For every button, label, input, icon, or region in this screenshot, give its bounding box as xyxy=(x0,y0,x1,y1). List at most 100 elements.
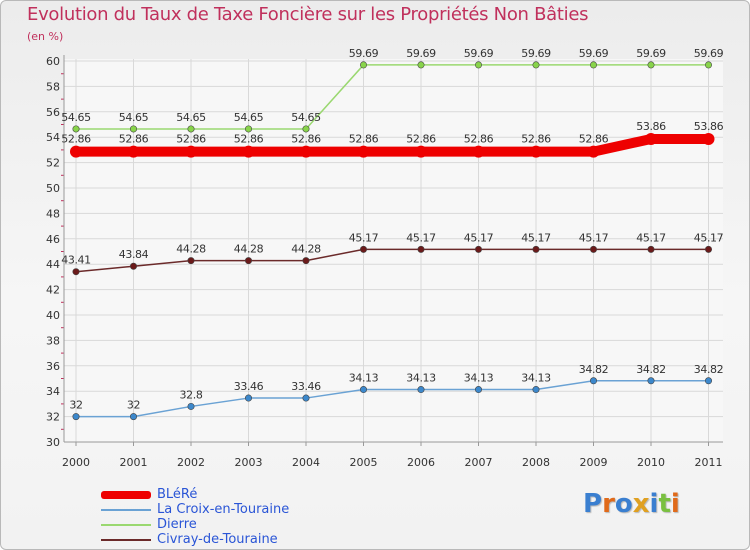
data-label-blere: 52.86 xyxy=(521,133,551,146)
legend-swatch xyxy=(101,524,151,526)
data-point-dierre xyxy=(532,61,540,69)
y-tick-label: 50 xyxy=(46,182,60,195)
data-label-la-croix-en-touraine: 34.82 xyxy=(579,363,609,376)
data-point-la-croix-en-touraine xyxy=(589,377,597,385)
data-label-dierre: 54.65 xyxy=(119,111,149,124)
x-tick-label: 2001 xyxy=(120,456,148,469)
unit-label: (en %) xyxy=(27,30,64,43)
x-tick-label: 2004 xyxy=(292,456,320,469)
data-label-la-croix-en-touraine: 32.8 xyxy=(180,388,203,401)
y-tick-label: 36 xyxy=(46,360,60,373)
data-label-civray-de-touraine: 44.28 xyxy=(234,243,264,256)
data-label-civray-de-touraine: 45.17 xyxy=(349,231,379,244)
data-point-dierre xyxy=(474,61,482,69)
data-label-civray-de-touraine: 43.41 xyxy=(61,254,91,267)
data-label-dierre: 59.69 xyxy=(406,47,436,60)
x-tick-label: 2005 xyxy=(350,456,378,469)
data-point-dierre xyxy=(704,61,712,69)
y-tick-label: 58 xyxy=(46,80,60,93)
data-label-blere: 52.86 xyxy=(291,133,321,146)
data-point-la-croix-en-touraine xyxy=(302,394,310,402)
legend-swatch xyxy=(101,491,151,499)
y-tick-label: 48 xyxy=(46,207,60,220)
data-point-blere xyxy=(415,145,427,158)
data-label-dierre: 54.65 xyxy=(234,111,264,124)
data-label-la-croix-en-touraine: 34.13 xyxy=(521,372,551,385)
x-tick-label: 2009 xyxy=(580,456,608,469)
data-label-blere: 52.86 xyxy=(176,133,206,146)
data-point-civray-de-touraine xyxy=(417,245,425,253)
data-point-blere xyxy=(587,145,600,158)
data-point-civray-de-touraine xyxy=(245,257,253,265)
x-tick-label: 2007 xyxy=(465,456,493,469)
y-tick-label: 52 xyxy=(46,157,60,170)
series-line-dierre xyxy=(75,64,710,130)
legend-item: Civray-de-Touraine xyxy=(101,532,361,547)
data-point-dierre xyxy=(245,125,253,133)
logo-letter: o xyxy=(614,489,633,519)
legend: BLéRé La Croix-en-Touraine Dierre Civray-de… xyxy=(101,487,361,547)
data-label-la-croix-en-touraine: 32 xyxy=(69,399,82,412)
data-label-la-croix-en-touraine: 33.46 xyxy=(291,380,321,393)
data-label-blere: 52.86 xyxy=(349,133,379,146)
data-label-civray-de-touraine: 44.28 xyxy=(176,243,206,256)
data-label-civray-de-touraine: 44.28 xyxy=(291,243,321,256)
data-label-civray-de-touraine: 45.17 xyxy=(636,231,666,244)
data-point-la-croix-en-touraine xyxy=(417,386,425,394)
y-tick-label: 56 xyxy=(46,106,60,119)
data-point-dierre xyxy=(417,61,425,69)
data-label-dierre: 59.69 xyxy=(579,47,609,60)
data-label-dierre: 59.69 xyxy=(521,47,551,60)
legend-swatch xyxy=(101,509,151,511)
data-point-civray-de-touraine xyxy=(704,245,712,253)
plot-area xyxy=(64,59,723,442)
data-point-civray-de-touraine xyxy=(359,245,367,253)
data-label-dierre: 59.69 xyxy=(694,47,724,60)
data-label-dierre: 54.65 xyxy=(291,111,321,124)
y-tick-label: 40 xyxy=(46,309,60,322)
x-tick-label: 2002 xyxy=(177,456,205,469)
y-tick-label: 60 xyxy=(46,55,60,68)
data-point-la-croix-en-touraine xyxy=(474,386,482,394)
x-tick-label: 2008 xyxy=(522,456,550,469)
data-point-dierre xyxy=(589,61,597,69)
y-tick-label: 46 xyxy=(46,233,60,246)
data-point-dierre xyxy=(359,61,367,69)
data-label-dierre: 59.69 xyxy=(464,47,494,60)
data-label-civray-de-touraine: 43.84 xyxy=(119,248,149,261)
data-label-civray-de-touraine: 45.17 xyxy=(406,231,436,244)
x-tick-label: 2011 xyxy=(695,456,723,469)
proxiti-logo: Proxiti xyxy=(583,489,680,519)
logo-letter: i xyxy=(670,489,680,519)
y-tick-label: 42 xyxy=(46,284,60,297)
data-point-la-croix-en-touraine xyxy=(245,394,253,402)
data-point-la-croix-en-touraine xyxy=(359,386,367,394)
data-point-blere xyxy=(127,145,140,158)
data-point-dierre xyxy=(302,125,310,133)
data-label-blere: 53.86 xyxy=(636,120,666,133)
series-line-la-croix-en-touraine xyxy=(75,380,710,418)
data-point-civray-de-touraine xyxy=(302,257,310,265)
data-point-civray-de-touraine xyxy=(474,245,482,253)
data-point-la-croix-en-touraine xyxy=(647,377,655,385)
x-tick-label: 2006 xyxy=(407,456,435,469)
data-point-blere xyxy=(300,145,312,158)
data-point-blere xyxy=(702,132,715,145)
y-tick-label: 32 xyxy=(46,411,60,424)
data-point-blere xyxy=(70,145,82,158)
data-point-civray-de-touraine xyxy=(187,257,195,265)
data-point-la-croix-en-touraine xyxy=(704,377,712,385)
data-point-la-croix-en-touraine xyxy=(532,386,540,394)
data-point-la-croix-en-touraine xyxy=(187,402,195,410)
logo-letter: t xyxy=(658,489,671,519)
data-label-la-croix-en-touraine: 32 xyxy=(127,399,140,412)
data-label-dierre: 59.69 xyxy=(636,47,666,60)
data-point-la-croix-en-touraine xyxy=(72,413,80,421)
y-tick-label: 30 xyxy=(46,436,60,449)
data-point-la-croix-en-touraine xyxy=(130,413,138,421)
data-point-civray-de-touraine xyxy=(647,245,655,253)
data-label-blere: 52.86 xyxy=(579,133,609,146)
x-tick-label: 2010 xyxy=(637,456,665,469)
data-label-dierre: 54.65 xyxy=(61,111,91,124)
